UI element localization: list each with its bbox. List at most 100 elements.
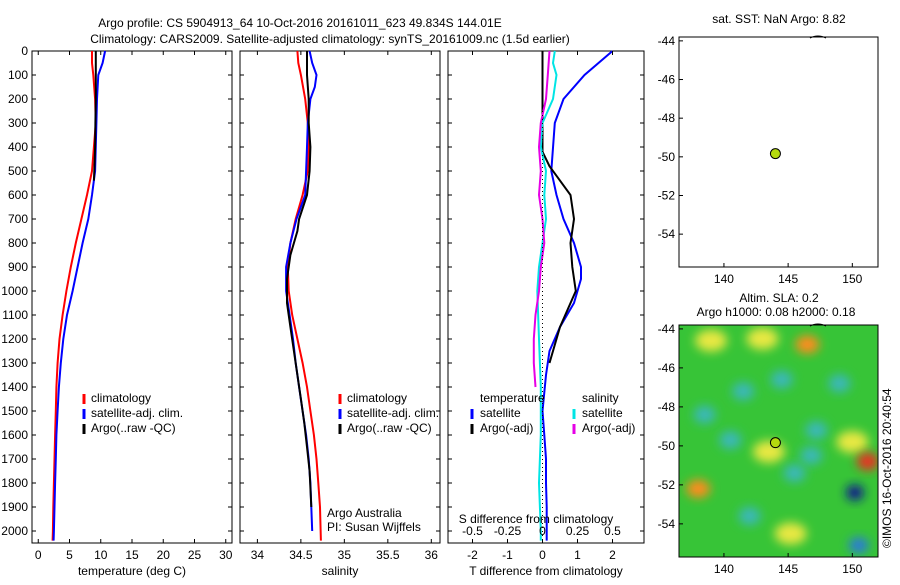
title-line-2: Climatology: CARS2009. Satellite-adjuste… xyxy=(90,32,570,46)
title-line-1: Argo profile: CS 5904913_64 10-Oct-2016 … xyxy=(98,16,501,30)
x-tick-label: 34.5 xyxy=(289,548,313,562)
x-axis-label: temperature (deg C) xyxy=(78,564,186,578)
plot-frame xyxy=(447,50,645,544)
x2-tick-label: -0.25 xyxy=(494,524,522,538)
y-tick-label: 0 xyxy=(21,44,28,58)
x-tick-label: 150 xyxy=(842,272,862,286)
y-tick-label: -44 xyxy=(658,322,676,336)
x2-tick-label: 0.5 xyxy=(604,524,621,538)
legend-label: Argo(..raw -QC) xyxy=(91,421,176,435)
x-axis-label: salinity xyxy=(322,564,359,578)
y-tick-label: -48 xyxy=(658,111,676,125)
x-tick-label: 36 xyxy=(425,548,439,562)
sla-blob xyxy=(774,522,807,545)
sla-blob xyxy=(770,370,793,389)
imos-stamp: ©IMOS 16-Oct-2016 20:40:54 xyxy=(880,388,894,548)
y-tick-label: -50 xyxy=(658,439,676,453)
credit-text: Argo Australia xyxy=(327,506,402,520)
map-title: sat. SST: NaN Argo: 8.82 xyxy=(712,12,846,26)
series-line xyxy=(285,50,318,532)
sla-blob xyxy=(738,507,761,526)
legend-label: climatology xyxy=(91,391,151,405)
x-tick-label: 0 xyxy=(539,548,546,562)
y-tick-label: 1800 xyxy=(1,476,28,490)
sla-blob xyxy=(783,464,806,483)
x-tick-label: 35 xyxy=(338,548,352,562)
y-tick-label: -44 xyxy=(658,34,676,48)
sla-blob xyxy=(836,430,869,453)
sla-blob xyxy=(848,537,869,554)
y-tick-label: 500 xyxy=(8,164,28,178)
x-tick-label: 140 xyxy=(714,272,734,286)
sla-blob xyxy=(686,479,711,498)
sla-blob xyxy=(795,335,820,354)
y-tick-label: 400 xyxy=(8,140,28,154)
x2-tick-label: 0 xyxy=(539,524,546,538)
coastline xyxy=(809,35,827,39)
x-tick-label: 20 xyxy=(157,548,171,562)
x-tick-label: 150 xyxy=(842,562,862,576)
x-tick-label: 25 xyxy=(188,548,202,562)
sla-blob xyxy=(856,452,878,471)
sla-blob xyxy=(719,431,742,450)
series-line xyxy=(286,51,313,508)
y-tick-label: 1900 xyxy=(1,500,28,514)
plot-frame xyxy=(239,50,441,544)
profile-location-marker xyxy=(769,437,781,449)
sla-blob xyxy=(805,421,828,440)
legend-label: Argo(-adj) xyxy=(582,421,635,435)
series-line xyxy=(51,51,97,541)
profile-location-marker xyxy=(769,148,781,160)
y-tick-label: 1100 xyxy=(2,308,28,322)
y-tick-label: 1500 xyxy=(1,404,28,418)
sla-blob xyxy=(845,484,864,501)
y-tick-label: 1700 xyxy=(1,452,28,466)
x-tick-label: 145 xyxy=(778,562,798,576)
x-tick-label: 140 xyxy=(714,562,734,576)
map-title: Altim. SLA: 0.2 xyxy=(739,291,819,305)
legend-label: satellite xyxy=(582,406,623,420)
plot-frame xyxy=(31,50,233,544)
x-axis-label: T difference from climatology xyxy=(469,564,623,578)
sla-blob xyxy=(800,446,823,465)
y-tick-label: -52 xyxy=(658,478,676,492)
x2-axis-label: S difference from climatology xyxy=(459,512,614,526)
sla-blob xyxy=(693,405,716,424)
legend-label: satellite-adj. clim. xyxy=(347,406,439,420)
y-tick-label: -46 xyxy=(658,361,676,375)
y-tick-label: 900 xyxy=(8,260,28,274)
map-subtitle: Argo h1000: 0.08 h2000: 0.18 xyxy=(697,305,856,319)
series-line xyxy=(52,50,107,541)
legend-label: satellite-adj. clim. xyxy=(91,406,183,420)
x-tick-label: 1 xyxy=(574,548,581,562)
sla-blob xyxy=(695,329,728,352)
temperature-panel: 0 5 10 15 20 25 300100200300400500600700800900… xyxy=(1,44,232,578)
y-tick-label: -54 xyxy=(658,517,676,531)
y-tick-label: -46 xyxy=(658,73,676,87)
x2-tick-label: -0.5 xyxy=(462,524,483,538)
x2-tick-label: 0.25 xyxy=(566,524,590,538)
series-line xyxy=(92,51,97,181)
x-tick-label: -1 xyxy=(502,548,513,562)
y-tick-label: -52 xyxy=(658,188,676,202)
pi-text: PI: Susan Wijffels xyxy=(327,520,421,534)
y-tick-label: 1400 xyxy=(1,380,28,394)
x-tick-label: 15 xyxy=(125,548,139,562)
y-tick-label: 1000 xyxy=(1,284,28,298)
y-tick-label: 600 xyxy=(8,188,28,202)
legend-label: satellite xyxy=(480,406,521,420)
x-tick-label: 10 xyxy=(94,548,108,562)
y-tick-label: 1600 xyxy=(1,428,28,442)
legend-header: temperature xyxy=(480,391,545,405)
series-line xyxy=(286,50,322,541)
x-tick-label: -2 xyxy=(467,548,478,562)
salinity-panel: 34 34.5 35 35.5 36 salinity climatologysatelli… xyxy=(239,50,441,578)
map-frame xyxy=(678,324,879,558)
sla-blob xyxy=(732,382,755,401)
y-tick-label: -48 xyxy=(658,400,676,414)
y-tick-label: 1200 xyxy=(1,332,28,346)
difference-panel: -2 -1 0 1 2 T difference from climatology -0.5… xyxy=(447,50,645,578)
y-tick-label: 700 xyxy=(8,212,28,226)
